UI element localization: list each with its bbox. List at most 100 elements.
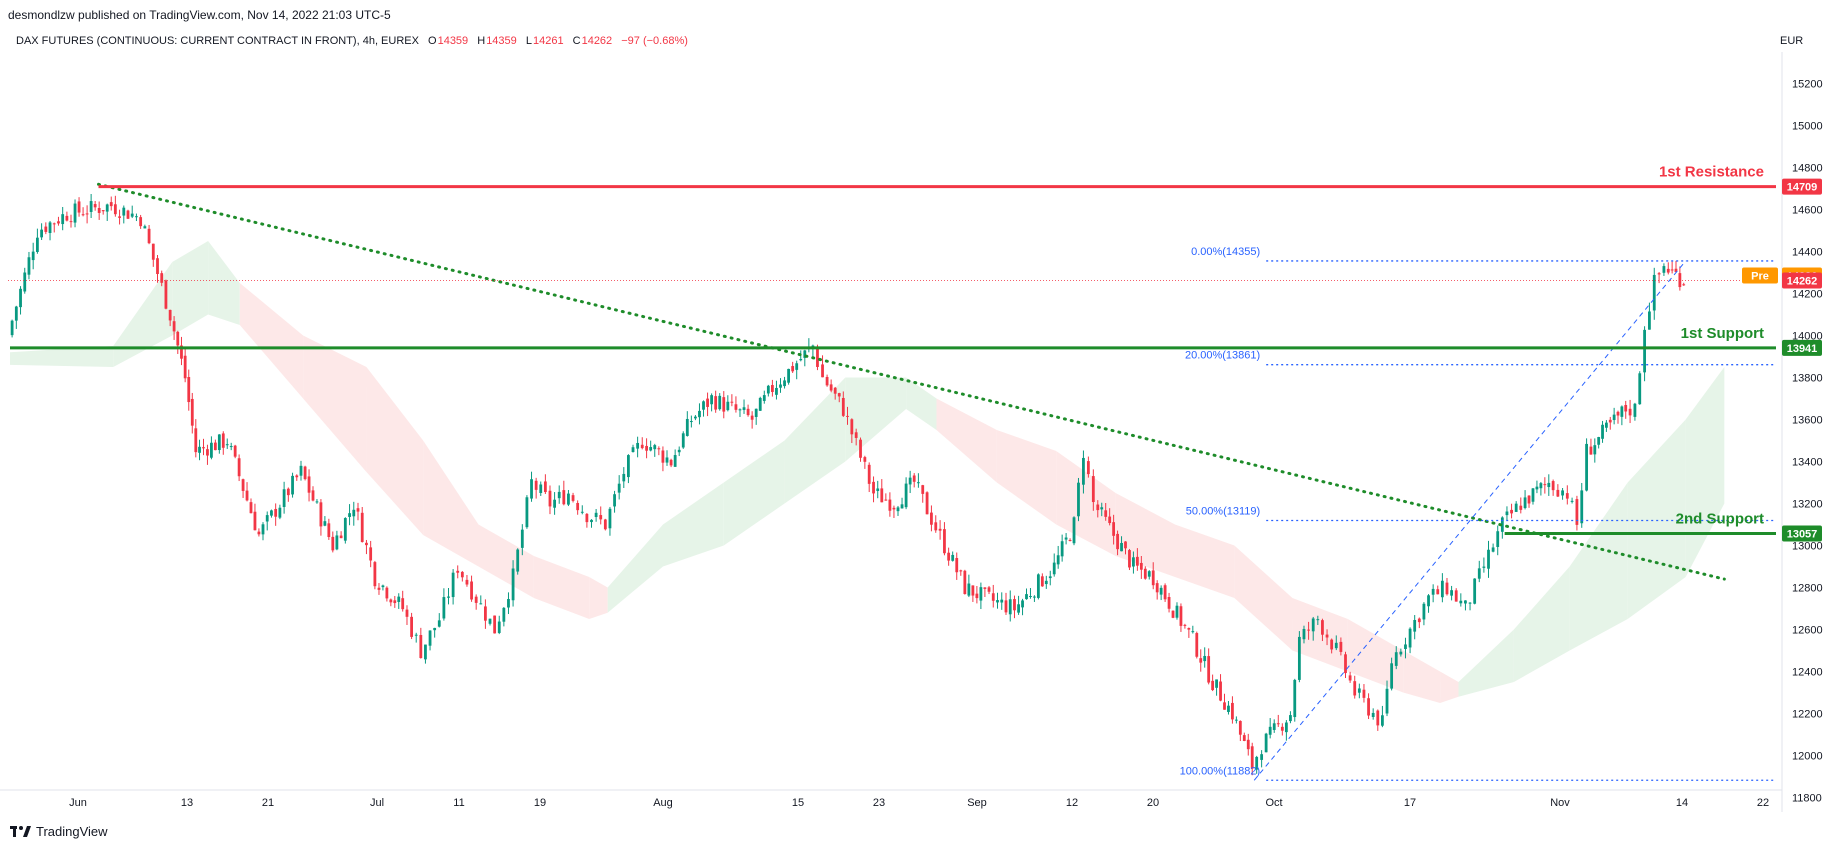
candle-body [1648, 311, 1651, 330]
candle-body [1450, 590, 1453, 596]
candle-body [627, 455, 630, 478]
candle-body [876, 488, 880, 491]
candle-body [465, 579, 469, 585]
candle-body [233, 445, 237, 457]
candle-body [470, 581, 473, 600]
candle-body [1468, 602, 1472, 604]
candle-body [698, 410, 701, 418]
ichimoku-cloud-segment [1347, 619, 1404, 693]
tradingview-footer[interactable]: TradingView [10, 824, 108, 839]
candle-body [1527, 495, 1531, 504]
candle-body [93, 204, 97, 208]
candle-body [900, 504, 904, 509]
candle-body [210, 442, 213, 458]
candle-body [892, 507, 896, 510]
candle-body [1657, 273, 1661, 275]
descending-trendline[interactable] [97, 182, 1726, 581]
candle-body [221, 433, 225, 448]
candle-body [1179, 606, 1183, 626]
candle-body [938, 528, 942, 531]
candle-body [825, 376, 829, 386]
ichimoku-cloud-segment [1627, 419, 1686, 619]
candle-body [1666, 268, 1670, 273]
candle-body [1539, 483, 1543, 489]
candle-body [718, 395, 722, 410]
candle-body [1143, 568, 1147, 579]
candle-body [73, 203, 77, 223]
candle-body [335, 535, 339, 550]
candle-body [1531, 488, 1535, 502]
ichimoku-cloud-segment [533, 556, 590, 619]
candle-body [859, 439, 862, 458]
candle-body [101, 210, 105, 212]
candle-body [81, 214, 85, 216]
candle-body [1670, 269, 1674, 271]
candle-body [389, 599, 393, 603]
candle-body [863, 457, 867, 462]
y-tick-label: 12600 [1792, 625, 1823, 637]
candle-body [1219, 681, 1222, 701]
candle-body [180, 345, 183, 359]
candle-body [401, 598, 405, 610]
candle-body [925, 492, 929, 515]
candle-body [40, 229, 44, 238]
candle-body [904, 483, 908, 508]
candle-body [160, 273, 164, 283]
ichimoku-cloud-segment [10, 346, 114, 367]
currency-label: EUR [1780, 35, 1804, 47]
candle-body [1464, 600, 1467, 604]
candle-body [410, 616, 413, 637]
candle-body [265, 515, 269, 522]
candle-body [1147, 571, 1151, 577]
candle-body [143, 226, 147, 229]
candle-body [916, 482, 920, 484]
candle-body [1628, 408, 1632, 416]
x-tick-label: 13 [181, 797, 193, 809]
candle-body [951, 554, 955, 561]
candle-body [381, 585, 385, 588]
candle-body [1643, 329, 1646, 373]
candle-body [991, 593, 995, 601]
candle-body [677, 449, 681, 453]
ichimoku-cloud-segment [478, 524, 534, 598]
candle-body [1682, 284, 1686, 286]
last-price-badge [1782, 272, 1822, 289]
candle-body [585, 513, 589, 523]
candle-body [762, 395, 766, 401]
candle-body [460, 571, 464, 578]
candle-body [187, 377, 191, 403]
candle-body [274, 508, 278, 517]
candle-body [1297, 636, 1301, 680]
candle-body [377, 587, 381, 590]
candle-body [1068, 539, 1072, 541]
candle-body [1203, 655, 1207, 662]
candle-body [1077, 482, 1080, 517]
candle-body [1404, 644, 1407, 650]
candle-body [1091, 476, 1095, 503]
candle-body [172, 321, 176, 332]
candle-body [147, 228, 151, 244]
ichimoku-cloud-segment [1175, 524, 1235, 598]
x-tick-label: 21 [262, 797, 274, 809]
ichimoku-cloud-segment [906, 377, 937, 430]
fib-level-label: 0.00%(14355) [1191, 246, 1260, 258]
ohlc-change: −97 (−0.68%) [621, 35, 688, 47]
candle-body [1597, 437, 1601, 445]
candle-body [787, 368, 790, 383]
candle-body [437, 620, 441, 627]
candle-body [365, 542, 368, 546]
candle-body [750, 415, 754, 420]
y-tick-label: 11800 [1792, 793, 1822, 805]
candle-body [331, 536, 335, 551]
x-tick-label: Oct [1265, 797, 1282, 809]
ohlc-close-value: 14262 [581, 35, 613, 47]
candle-body [1408, 628, 1412, 648]
candle-body [85, 213, 89, 215]
candle-body [1036, 574, 1040, 598]
y-tick-label: 12000 [1792, 751, 1823, 763]
candle-body [880, 488, 884, 503]
candle-body [754, 408, 758, 417]
candle-body [176, 331, 180, 346]
candle-body [356, 508, 360, 512]
